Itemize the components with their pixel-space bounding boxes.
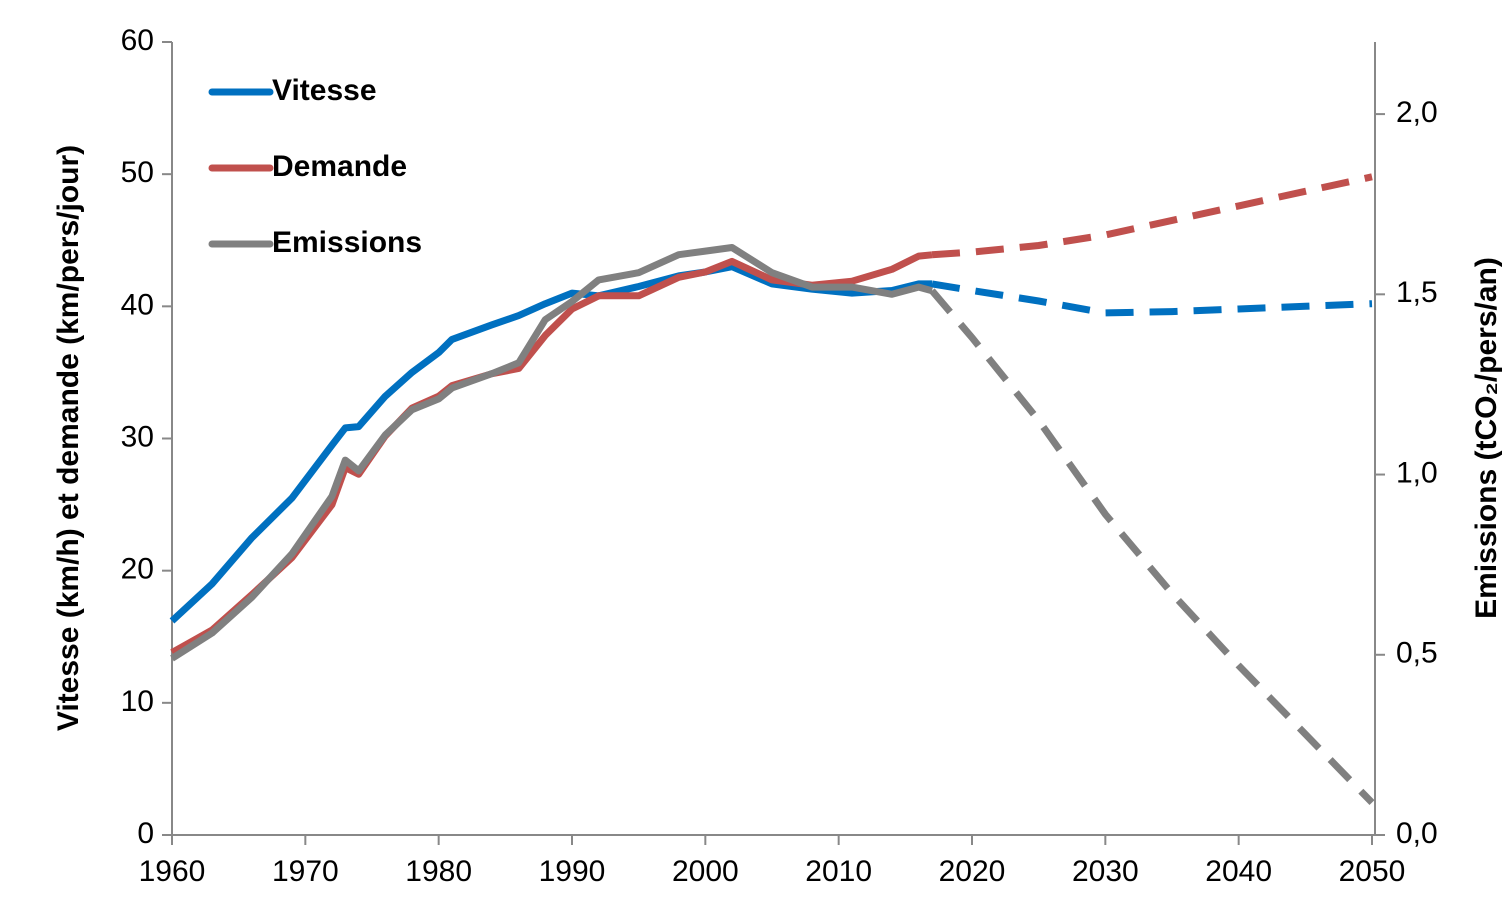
legend-label: Emissions	[272, 226, 422, 259]
y2-tick-label: 0,5	[1396, 637, 1438, 670]
projection-line	[929, 288, 1375, 806]
x-tick-label: 2030	[1072, 855, 1139, 888]
y2-tick-label: 1,0	[1396, 456, 1438, 489]
y-tick-label: 50	[121, 156, 154, 189]
y-tick-label: 0	[137, 817, 154, 850]
legend-label: Vitesse	[272, 74, 377, 107]
x-tick-label: 1970	[272, 855, 339, 888]
y-tick-label: 30	[121, 420, 154, 453]
y2-axis-title: Emissions (tCO₂/pers/an)	[1470, 257, 1503, 619]
y-tick-label: 40	[121, 288, 154, 321]
projection-line	[931, 173, 1373, 259]
x-tick-label: 2050	[1339, 855, 1406, 888]
y2-tick-label: 0,0	[1396, 817, 1438, 850]
y-tick-label: 20	[121, 553, 154, 586]
x-tick-label: 2000	[672, 855, 739, 888]
y2-tick-label: 2,0	[1396, 96, 1438, 129]
projection-line	[931, 280, 1373, 317]
legend-label: Demande	[272, 150, 407, 183]
y-axis-title: Vitesse (km/h) et demande (km/pers/jour)	[52, 145, 85, 731]
x-tick-label: 1990	[539, 855, 606, 888]
y-tick-label: 60	[121, 24, 154, 57]
x-tick-label: 2040	[1205, 855, 1272, 888]
x-tick-label: 1980	[405, 855, 472, 888]
data-line	[170, 244, 933, 662]
y-tick-label: 10	[121, 685, 154, 718]
x-tick-label: 2020	[939, 855, 1006, 888]
y2-tick-label: 1,5	[1396, 276, 1438, 309]
x-tick-label: 2010	[805, 855, 872, 888]
x-tick-label: 1960	[139, 855, 206, 888]
